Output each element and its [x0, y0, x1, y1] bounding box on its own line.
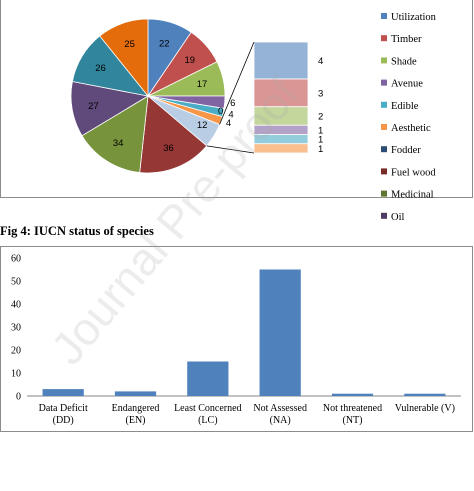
y-tick-label: 0 — [16, 392, 21, 403]
pie-data-label: 4 — [228, 109, 233, 120]
legend-swatch — [381, 13, 387, 19]
x-category-label: Least Concerned — [174, 403, 241, 414]
x-category-label: (NA) — [270, 415, 291, 426]
pie-data-label: 25 — [124, 39, 135, 50]
breakout-data-label: 2 — [318, 112, 323, 123]
y-tick-label: 50 — [11, 277, 21, 288]
x-category-label: (NT) — [343, 415, 363, 426]
figure-caption: Fig 4: IUCN status of species — [0, 224, 154, 238]
legend-entry: Aesthetic — [391, 123, 431, 134]
x-category-label: (LC) — [198, 415, 217, 426]
x-category-label: Not Assessed — [253, 403, 307, 414]
legend-swatch — [381, 146, 387, 153]
breakout-segment — [253, 124, 309, 135]
legend-entry: Fodder — [391, 145, 421, 156]
x-category-label: (EN) — [126, 415, 146, 426]
x-category-label: Endangered — [112, 403, 160, 414]
legend-entry: Edible — [391, 101, 419, 112]
legend-swatch — [381, 168, 387, 175]
legend-entry: Fuel wood — [391, 167, 436, 178]
x-category-label: Vulnerable (V) — [395, 403, 455, 414]
pie-data-label: 26 — [95, 63, 106, 74]
breakout-segment — [253, 143, 309, 154]
bar — [187, 361, 229, 396]
breakout-data-label: 3 — [318, 88, 323, 99]
bar — [331, 393, 374, 396]
breakout-data-label: 1 — [318, 135, 323, 146]
bar-chart-frame — [0, 246, 473, 432]
bar — [404, 393, 446, 396]
legend-entry: Timber — [391, 34, 422, 45]
bar — [42, 389, 84, 396]
y-tick-label: 10 — [11, 369, 21, 380]
x-category-label: Not threatened — [323, 403, 382, 414]
breakout-data-label: 1 — [318, 125, 323, 136]
pie-data-label: 12 — [197, 120, 208, 131]
pie-data-label: 19 — [184, 55, 195, 66]
legend-entry: Oil — [391, 212, 405, 223]
pie-data-label: 34 — [113, 138, 124, 149]
pie-data-label: 27 — [88, 101, 99, 112]
y-tick-label: 20 — [11, 346, 21, 357]
breakout-segment — [253, 106, 309, 126]
legend-swatch — [381, 124, 387, 130]
breakout-connector-line — [206, 145, 255, 154]
y-tick-label: 60 — [11, 254, 21, 265]
x-category-label: Data Deficit — [39, 403, 88, 414]
legend-swatch — [381, 35, 387, 42]
breakout-data-label: 4 — [318, 56, 323, 67]
bar — [114, 391, 157, 396]
pie-slices — [70, 18, 226, 174]
pie-slice — [81, 95, 149, 173]
legend-swatch — [381, 212, 387, 219]
pie-slice — [99, 18, 149, 98]
legend-entry: Shade — [391, 56, 417, 67]
pie-data-label: 22 — [159, 39, 170, 50]
pie-data-label: 4 — [226, 118, 231, 129]
y-tick-label: 40 — [11, 300, 21, 311]
breakout-origin-label: 0 — [218, 106, 223, 117]
breakout-connector-line — [219, 41, 255, 125]
pie-data-label: 17 — [197, 79, 208, 90]
legend-swatch — [381, 101, 387, 108]
pie-data-label: 6 — [230, 98, 235, 109]
breakout-segment — [253, 134, 309, 145]
legend-entry: Medicinal — [391, 190, 434, 201]
x-category-label: (DD) — [53, 415, 74, 426]
legend-swatch — [381, 190, 387, 197]
breakout-segment — [253, 41, 309, 80]
legend-swatch — [381, 57, 387, 64]
pie-data-label: 36 — [163, 143, 174, 154]
breakout-segment — [253, 78, 309, 108]
bar — [259, 269, 301, 396]
legend-entry: Avenue — [391, 79, 423, 90]
legend-swatch — [381, 79, 387, 86]
pie-slice — [139, 95, 208, 174]
legend-entry: Utilization — [391, 12, 437, 23]
y-tick-label: 30 — [11, 323, 21, 334]
breakout-data-label: 1 — [318, 144, 323, 155]
